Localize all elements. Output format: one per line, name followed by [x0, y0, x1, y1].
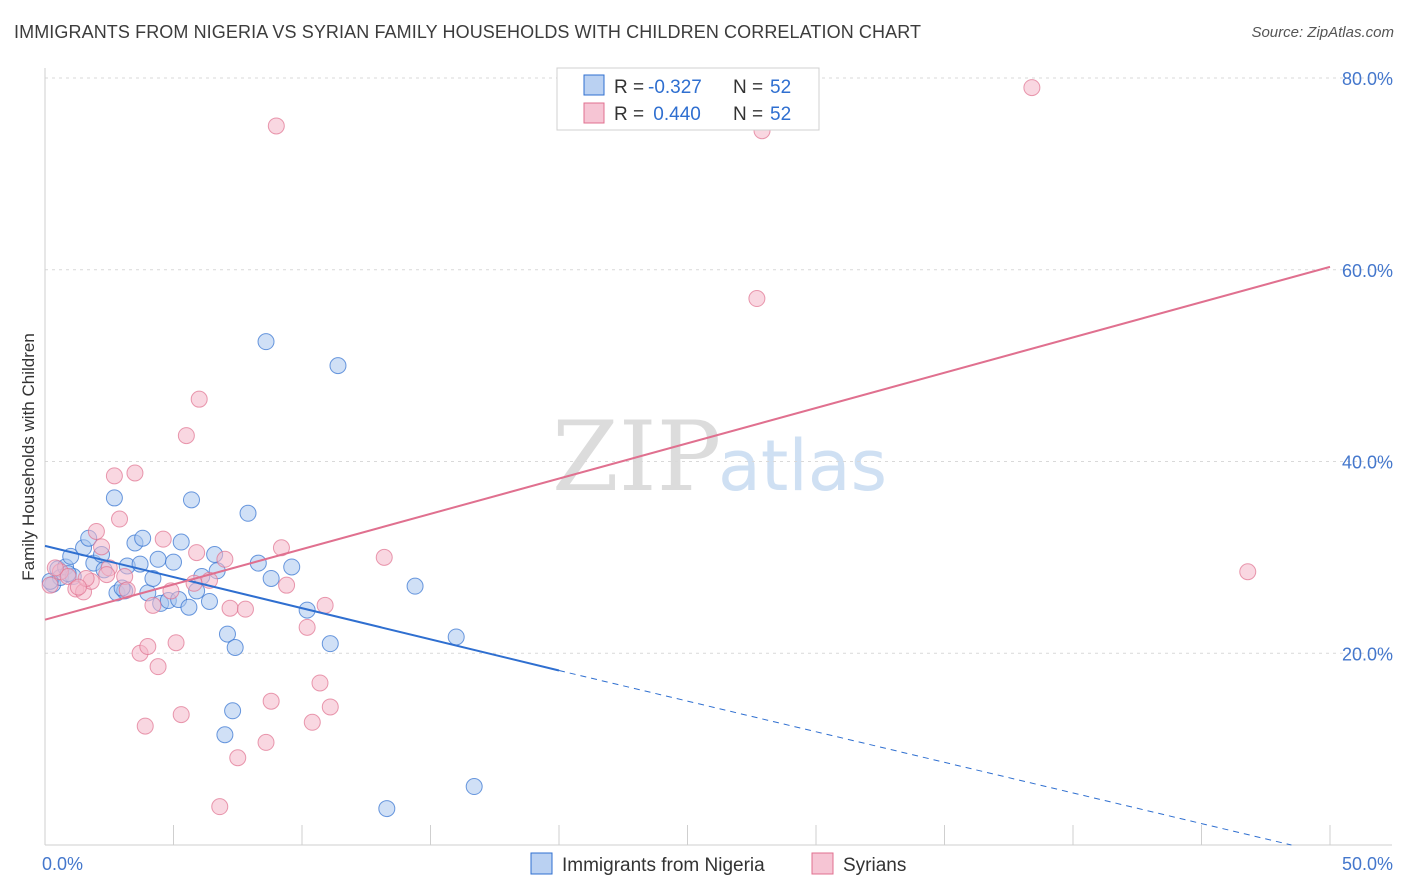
data-point — [105, 467, 123, 485]
data-point — [298, 618, 316, 636]
data-point — [190, 390, 208, 408]
source-label: Source: ZipAtlas.com — [1251, 24, 1394, 41]
data-point — [69, 578, 87, 596]
data-point — [224, 702, 242, 720]
data-point — [267, 117, 285, 135]
data-point — [303, 713, 321, 731]
data-point — [87, 522, 105, 540]
legend-r-label-2: R = — [614, 104, 644, 125]
data-point — [211, 798, 229, 816]
data-point — [229, 749, 247, 767]
data-point — [329, 357, 347, 375]
chart-title: IMMIGRANTS FROM NIGERIA VS SYRIAN FAMILY… — [14, 22, 922, 42]
gridlines — [45, 77, 1392, 654]
data-point — [262, 569, 280, 587]
data-point — [321, 698, 339, 716]
data-point — [1023, 79, 1041, 97]
legend-n-value-2: 52 — [770, 104, 791, 125]
data-point — [180, 598, 198, 616]
data-point — [177, 427, 195, 445]
trend-line-nigeria-extension — [558, 670, 1292, 846]
bottom-legend-label-syrians: Syrians — [843, 855, 906, 876]
data-point — [200, 592, 218, 610]
y-tick-label: 20.0% — [1342, 644, 1393, 664]
data-point — [321, 635, 339, 653]
data-point — [111, 510, 129, 528]
trend-line-syrians — [44, 265, 1331, 621]
data-point — [149, 658, 167, 676]
data-point — [188, 544, 206, 562]
bottom-legend-swatch-syrians — [811, 852, 834, 875]
data-point — [182, 491, 200, 509]
data-point — [149, 550, 167, 568]
bottom-legend-swatch-nigeria — [530, 852, 553, 875]
data-point — [226, 638, 244, 656]
y-tick-label: 40.0% — [1342, 453, 1393, 473]
bottom-legend-label-nigeria: Immigrants from Nigeria — [562, 855, 765, 876]
legend-swatch-syrians — [583, 102, 605, 124]
data-point — [93, 538, 111, 556]
data-point — [311, 674, 329, 692]
legend-n-label-2: N = — [733, 104, 763, 125]
data-point — [134, 529, 152, 547]
legend-n-value-1: 52 — [770, 77, 791, 98]
data-point — [262, 692, 280, 710]
data-point — [316, 596, 334, 614]
tick-labels: 20.0% 40.0% 60.0% 80.0% 0.0% 50.0% — [42, 69, 1393, 874]
data-point — [283, 558, 301, 576]
watermark-atlas: atlas — [718, 425, 887, 507]
data-point — [406, 577, 424, 595]
y-tick-label: 80.0% — [1342, 69, 1393, 89]
legend-r-value-2: 0.440 — [648, 104, 701, 125]
data-point — [172, 533, 190, 551]
data-point — [167, 634, 185, 652]
trend-lines — [44, 265, 1331, 846]
data-point — [139, 638, 157, 656]
data-point — [236, 600, 254, 618]
data-point — [126, 464, 144, 482]
legend-r-label-1: R = — [614, 77, 644, 98]
legend-box: R = -0.327 N = 52 R = 0.440 N = 52 — [556, 67, 820, 131]
data-point — [239, 504, 257, 522]
trend-line-nigeria — [44, 544, 560, 672]
data-point — [105, 489, 123, 507]
data-point — [144, 596, 162, 614]
data-point — [216, 550, 234, 568]
data-point — [221, 599, 239, 617]
legend-r-value-1: -0.327 — [648, 77, 702, 98]
x-tick-label: 0.0% — [42, 854, 83, 874]
data-point — [216, 726, 234, 744]
legend-n-label-1: N = — [733, 77, 763, 98]
data-point — [748, 290, 766, 308]
data-point — [98, 566, 116, 584]
data-point — [278, 576, 296, 594]
data-point — [257, 733, 275, 751]
data-point — [447, 628, 465, 646]
y-axis-label: Family Households with Children — [19, 333, 38, 581]
legend-swatch-nigeria — [583, 74, 605, 96]
axes — [44, 68, 1392, 846]
data-point — [154, 530, 172, 548]
x-tick-label: 50.0% — [1342, 854, 1393, 874]
data-point — [165, 553, 182, 571]
data-point — [59, 568, 77, 586]
data-point — [378, 800, 396, 818]
data-point — [172, 706, 190, 724]
data-point — [41, 576, 59, 594]
data-point — [375, 548, 393, 566]
y-tick-label: 60.0% — [1342, 261, 1393, 281]
data-point — [1239, 563, 1257, 581]
bottom-legend: Immigrants from Nigeria Syrians — [530, 852, 906, 876]
data-point — [257, 333, 275, 351]
data-point — [144, 569, 162, 587]
data-point — [46, 559, 64, 577]
data-point — [218, 625, 236, 643]
data-point — [136, 717, 154, 735]
data-point — [465, 778, 483, 796]
series-syrians-points — [41, 79, 1257, 816]
